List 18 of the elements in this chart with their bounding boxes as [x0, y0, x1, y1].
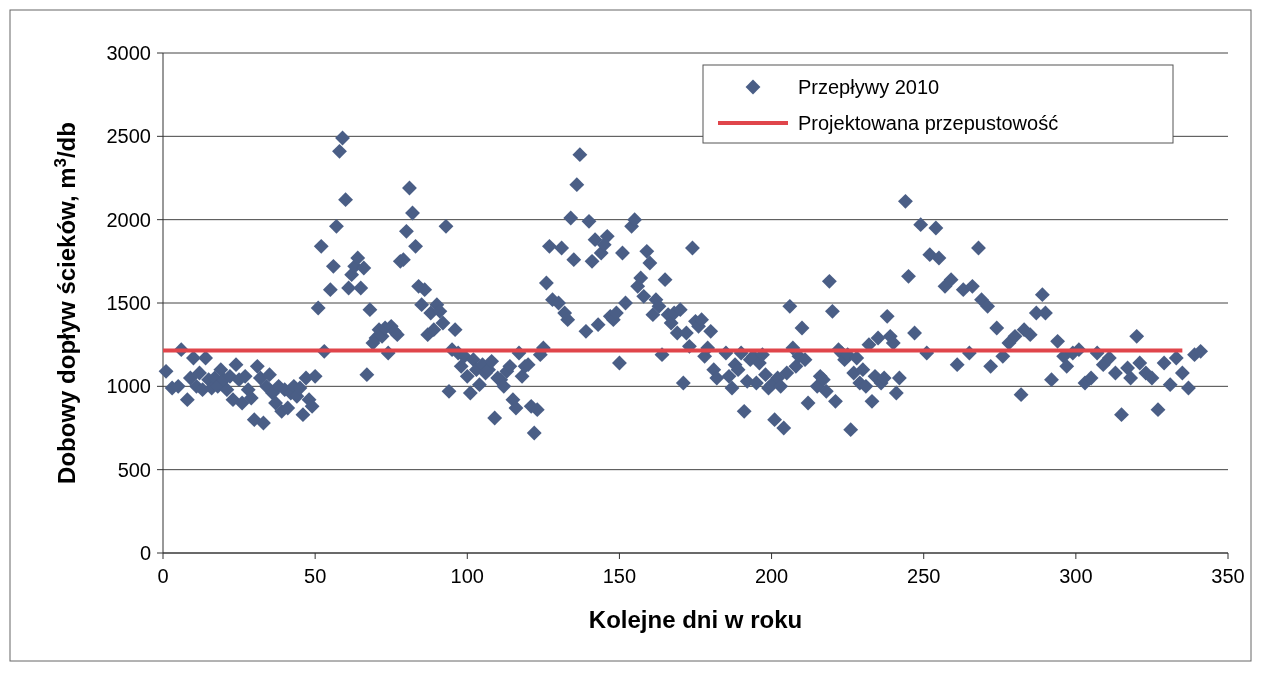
y-tick-label: 0	[139, 542, 151, 564]
x-tick-label: 350	[1211, 565, 1245, 587]
x-tick-label: 150	[602, 565, 637, 587]
y-tick-label: 1000	[106, 375, 151, 398]
x-tick-label: 300	[1059, 565, 1093, 587]
x-tick-label: 100	[450, 565, 484, 587]
x-tick-label: 0	[157, 565, 169, 587]
y-tick-label: 3000	[106, 42, 151, 64]
y-tick-label: 1500	[106, 292, 151, 314]
x-tick-label: 50	[304, 565, 327, 587]
x-tick-label: 200	[754, 565, 789, 587]
y-tick-label: 2500	[106, 125, 151, 148]
legend-label: Projektowana przepustowość	[798, 112, 1059, 134]
x-tick-label: 250	[907, 565, 941, 587]
legend-label: Przepływy 2010	[798, 76, 940, 98]
y-tick-label: 500	[117, 458, 151, 481]
x-axis-title: Kolejne dni w roku	[588, 606, 803, 633]
y-tick-label: 2000	[106, 208, 151, 231]
